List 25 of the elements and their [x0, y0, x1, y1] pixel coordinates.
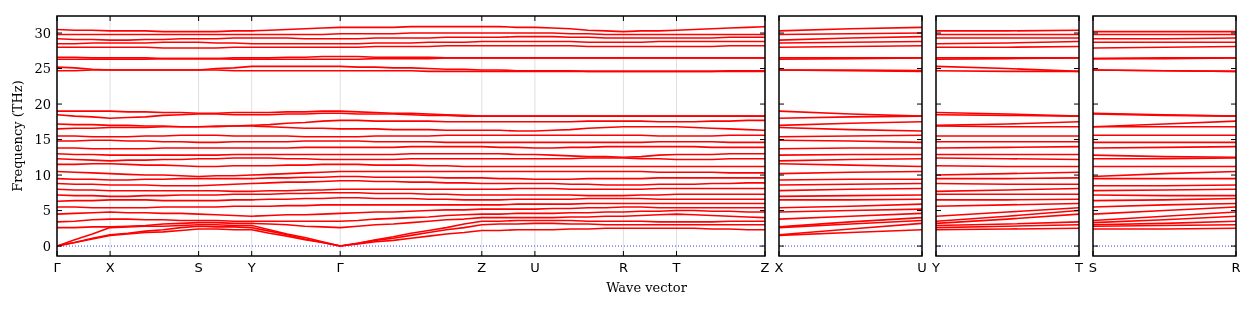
x-axis-title: Wave vector — [606, 280, 688, 295]
x-tick-label: Γ — [53, 260, 62, 275]
y-tick-label: 30 — [34, 25, 51, 41]
x-tick-label: T — [671, 260, 681, 275]
x-tick-label: Y — [246, 260, 256, 275]
x-tick-label: Y — [931, 260, 941, 275]
y-tick-label: 0 — [42, 238, 51, 254]
y-tick-label: 25 — [34, 61, 51, 77]
y-tick-label: 15 — [34, 132, 51, 148]
x-tick-label: S — [194, 260, 203, 275]
x-tick-label: Γ — [336, 260, 345, 275]
x-tick-label: X — [105, 260, 115, 275]
x-tick-label: Z — [760, 260, 770, 275]
x-tick-label: U — [917, 260, 927, 275]
y-axis-title: Frequency (THz) — [10, 80, 25, 192]
x-tick-label: S — [1088, 260, 1098, 275]
x-tick-label: Z — [477, 260, 487, 275]
y-tick-label: 5 — [42, 203, 51, 219]
x-tick-label: R — [1231, 260, 1241, 275]
x-tick-label: X — [774, 260, 784, 275]
y-tick-label: 10 — [34, 167, 51, 183]
x-tick-label: T — [1074, 260, 1084, 275]
x-tick-label: U — [530, 260, 540, 275]
x-tick-label: R — [618, 260, 628, 275]
y-tick-label: 20 — [34, 96, 51, 112]
